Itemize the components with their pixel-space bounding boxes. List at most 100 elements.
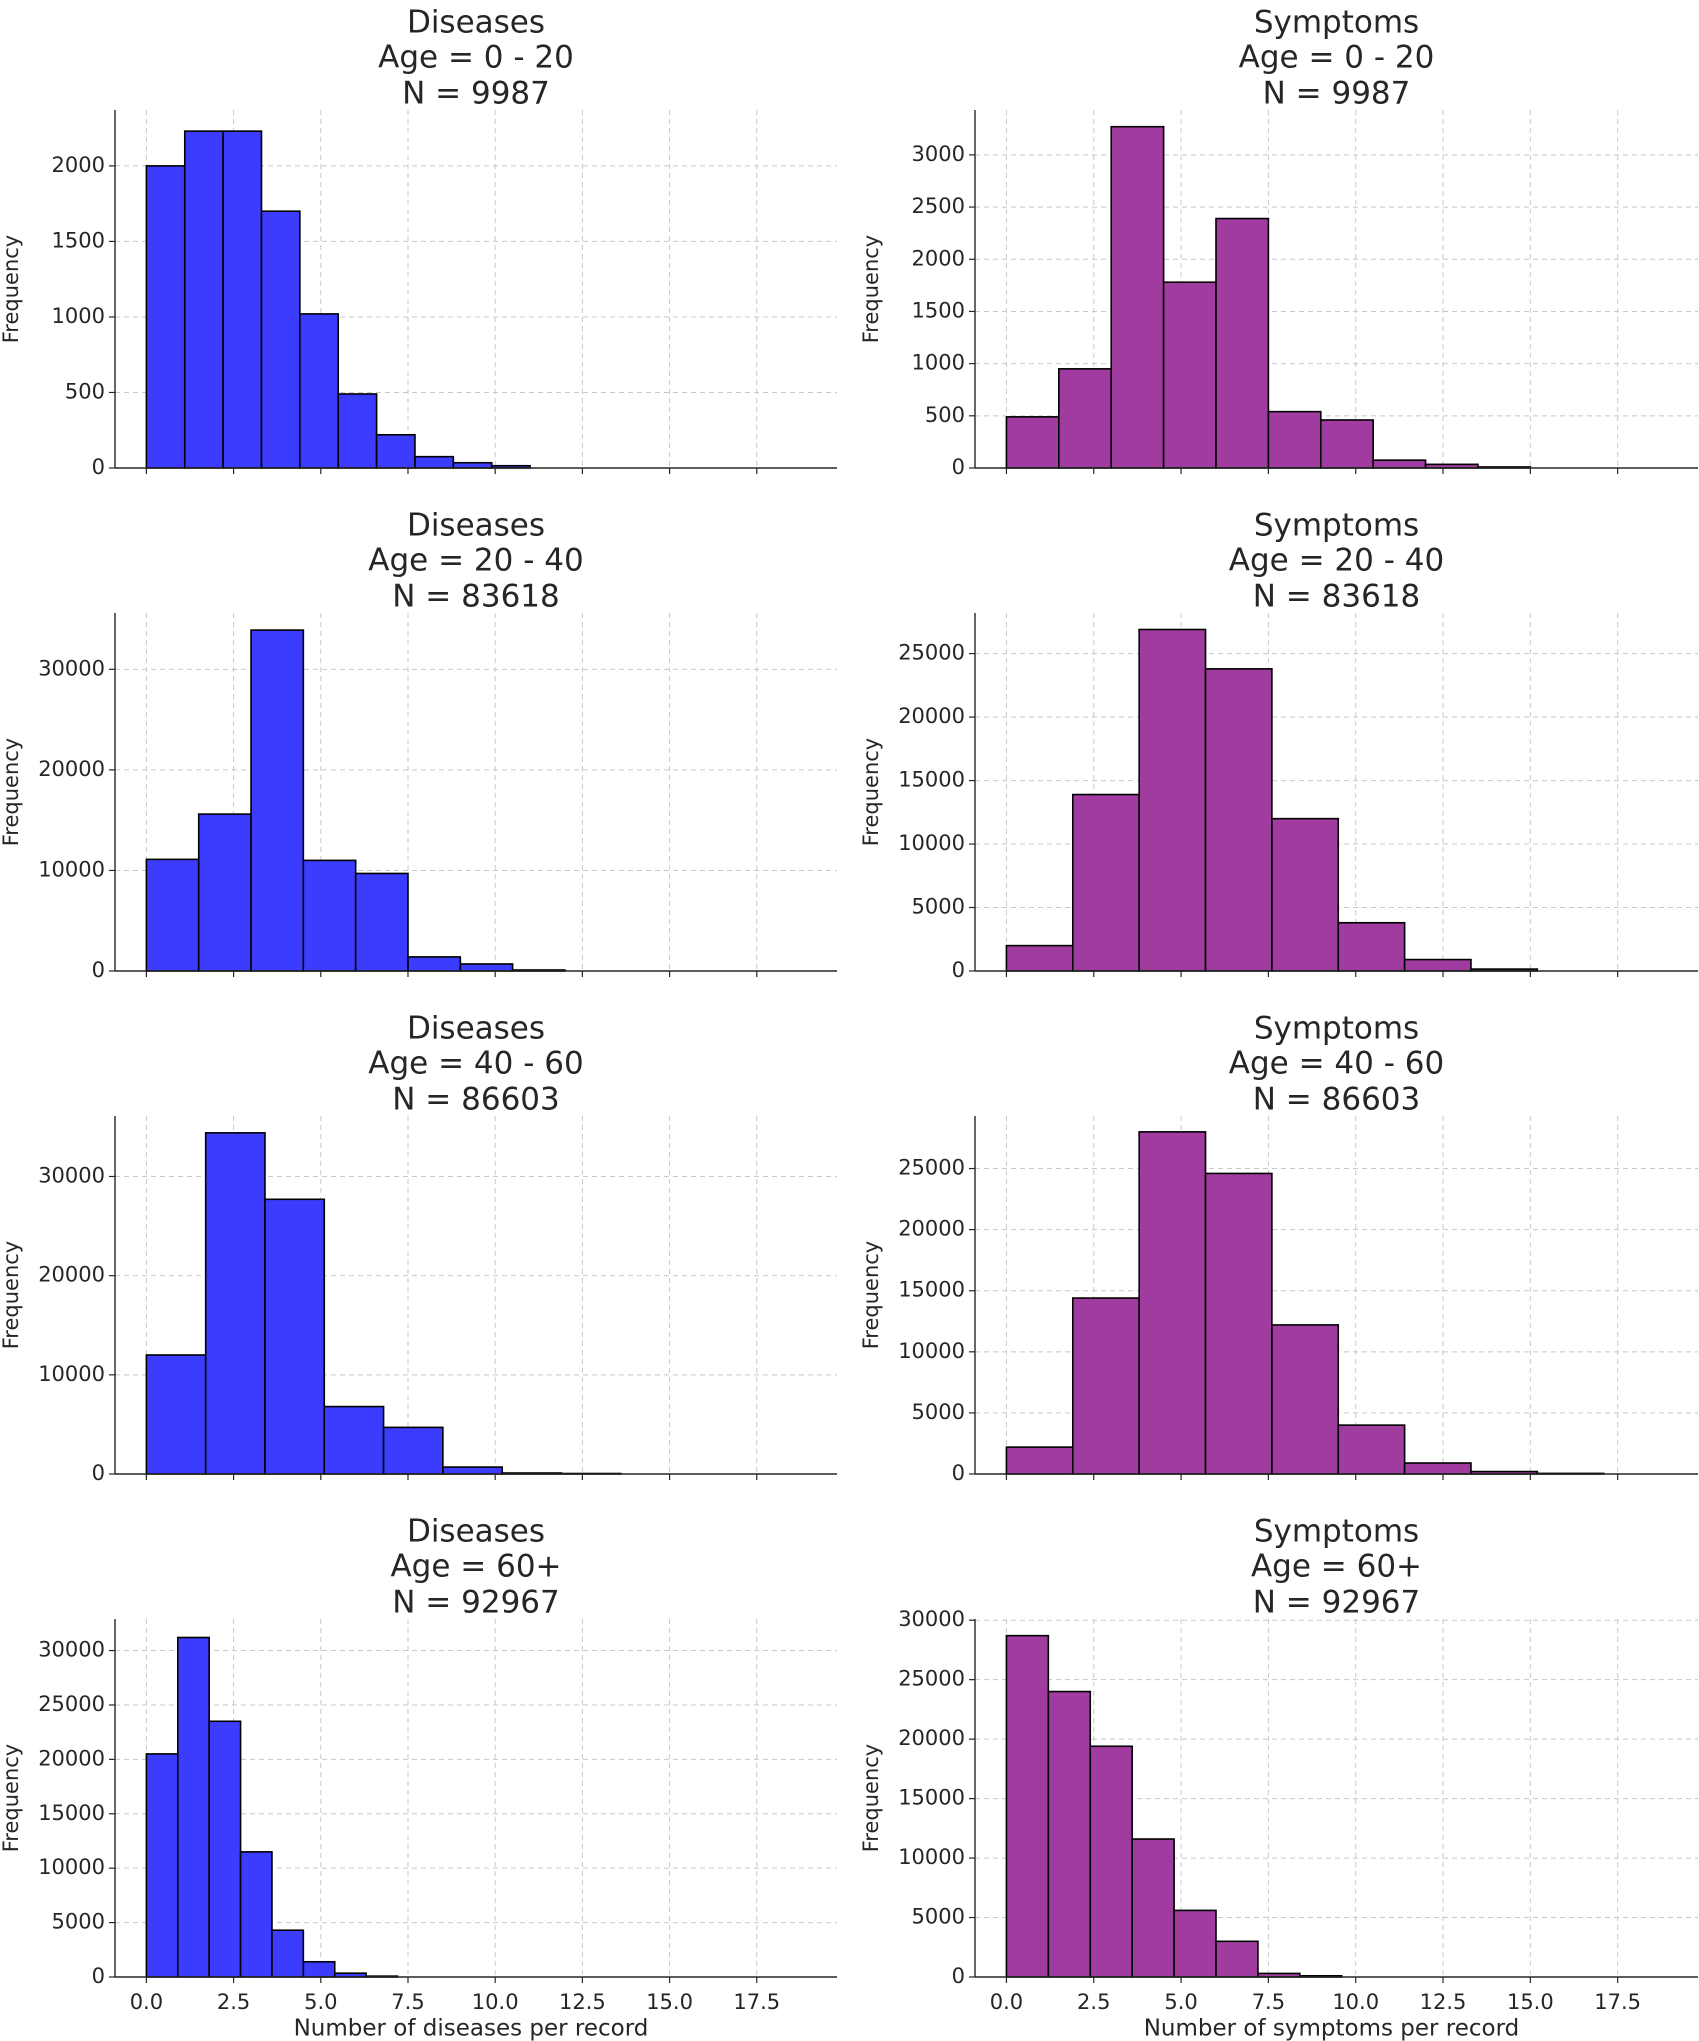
histogram-bar xyxy=(337,393,378,469)
y-tick-label: 15000 xyxy=(898,768,965,792)
y-tick-label: 25000 xyxy=(38,1692,105,1716)
histogram-bar xyxy=(407,956,462,972)
histogram-bar xyxy=(260,210,301,469)
y-axis-label: Frequency xyxy=(859,1241,883,1350)
histogram-bar xyxy=(1110,125,1165,469)
y-tick-label: 10000 xyxy=(898,831,965,855)
histogram-bar xyxy=(145,1354,207,1475)
subplot-title-line: Age = 40 - 60 xyxy=(1229,1046,1444,1082)
y-axis-label: Frequency xyxy=(859,235,883,344)
histogram-bar xyxy=(1071,1297,1140,1475)
histogram-bar xyxy=(1131,1838,1175,1978)
histogram-bar xyxy=(382,1426,444,1475)
y-tick-label: 5000 xyxy=(52,1910,105,1934)
x-axis-label: Number of symptoms per record xyxy=(1144,2016,1520,2041)
histogram-bar xyxy=(302,1960,336,1978)
histogram-bar xyxy=(204,1132,266,1475)
y-axis-label: Frequency xyxy=(0,738,23,847)
histogram-bar xyxy=(1403,958,1472,972)
y-tick-label: 5000 xyxy=(912,1400,965,1424)
histogram-bar xyxy=(442,1466,503,1475)
subplot-title-line: Diseases xyxy=(407,508,545,544)
subplot-title-line: N = 86603 xyxy=(1253,1082,1421,1118)
x-tick-label: 7.5 xyxy=(391,1990,424,2014)
x-tick-label: 0.0 xyxy=(130,1990,163,2014)
subplot-title-line: Age = 20 - 40 xyxy=(368,543,583,579)
x-tick-label: 5.0 xyxy=(1164,1990,1197,2014)
histogram-bar xyxy=(1089,1745,1133,1978)
y-tick-label: 5000 xyxy=(912,1905,965,1929)
x-tick-label: 15.0 xyxy=(646,1990,693,2014)
y-tick-label: 5000 xyxy=(912,895,965,919)
y-tick-label: 2000 xyxy=(912,246,965,270)
histogram-bar xyxy=(375,433,416,469)
subplot-title-line: N = 83618 xyxy=(392,579,560,615)
subplot-title-line: Diseases xyxy=(407,1011,545,1047)
histogram-bar xyxy=(302,859,357,972)
y-tick-label: 1500 xyxy=(52,228,105,252)
x-axis-label: Number of diseases per record xyxy=(294,2016,649,2041)
histogram-bar xyxy=(1267,410,1322,469)
histogram-bar xyxy=(452,461,493,469)
subplot-title-line: Age = 0 - 20 xyxy=(378,40,574,76)
x-tick-label: 12.5 xyxy=(559,1990,606,2014)
histogram-bar xyxy=(239,1851,273,1978)
subplot-title-line: Age = 60+ xyxy=(1251,1549,1422,1585)
histogram-bar xyxy=(176,1636,210,1978)
y-tick-label: 0 xyxy=(92,1461,105,1485)
histogram-bar xyxy=(1047,1690,1092,1978)
subplot-title-line: Age = 20 - 40 xyxy=(1229,543,1444,579)
histogram-bar xyxy=(1403,1462,1472,1475)
histogram-bar xyxy=(1138,1131,1207,1475)
y-tick-label: 10000 xyxy=(38,1362,105,1386)
histogram-bar xyxy=(1162,281,1217,469)
x-tick-label: 15.0 xyxy=(1507,1990,1554,2014)
subplot-title-line: Age = 60+ xyxy=(390,1549,561,1585)
histogram-bar xyxy=(414,455,455,469)
y-tick-label: 25000 xyxy=(898,641,965,665)
y-tick-label: 10000 xyxy=(38,857,105,881)
y-tick-label: 30000 xyxy=(38,1638,105,1662)
y-axis-label: Frequency xyxy=(859,1744,883,1853)
y-tick-label: 20000 xyxy=(898,1217,965,1241)
subplot-title-line: N = 9987 xyxy=(402,76,550,112)
y-tick-label: 2500 xyxy=(912,194,965,218)
y-tick-label: 10000 xyxy=(898,1845,965,1869)
histogram-bar xyxy=(1005,944,1074,972)
x-tick-label: 12.5 xyxy=(1420,1990,1467,2014)
subplot-title-line: Diseases xyxy=(407,5,545,41)
histogram-bar xyxy=(1005,1446,1074,1475)
subplot-title-line: N = 9987 xyxy=(1263,76,1411,112)
histogram-bar xyxy=(1337,921,1406,972)
y-tick-label: 0 xyxy=(952,958,965,982)
y-tick-label: 30000 xyxy=(38,1163,105,1187)
y-tick-label: 10000 xyxy=(898,1339,965,1363)
histogram-bar xyxy=(145,165,186,469)
histogram-bar xyxy=(459,963,514,972)
x-tick-label: 2.5 xyxy=(1077,1990,1110,2014)
x-tick-label: 2.5 xyxy=(217,1990,250,2014)
histogram-bar xyxy=(197,813,252,972)
subplot-title-line: Age = 0 - 20 xyxy=(1239,40,1435,76)
y-tick-label: 0 xyxy=(952,455,965,479)
histogram-bar xyxy=(1215,217,1270,469)
histogram-bar xyxy=(1372,459,1427,469)
histogram-bar xyxy=(250,629,305,972)
y-tick-label: 30000 xyxy=(898,1607,965,1631)
x-tick-label: 17.5 xyxy=(733,1990,780,2014)
y-tick-label: 1000 xyxy=(912,351,965,375)
y-tick-label: 2000 xyxy=(52,153,105,177)
subplot-title-line: Symptoms xyxy=(1254,1011,1419,1047)
y-tick-label: 15000 xyxy=(898,1786,965,1810)
histogram-bar xyxy=(1071,793,1140,972)
y-tick-label: 20000 xyxy=(38,1263,105,1287)
y-tick-label: 15000 xyxy=(898,1278,965,1302)
y-tick-label: 3000 xyxy=(912,142,965,166)
